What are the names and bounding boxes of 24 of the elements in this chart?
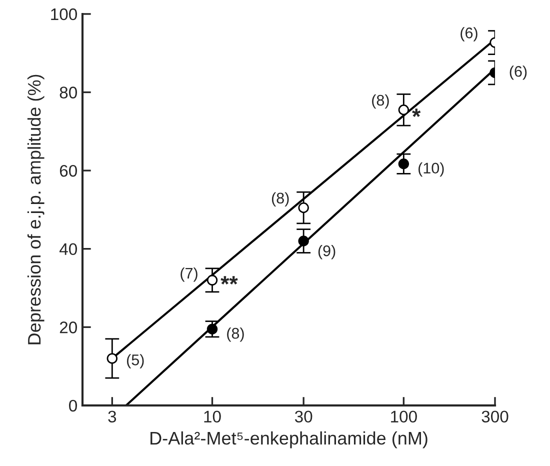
annotation: (7) [180,267,198,282]
annotation: (8) [227,328,244,342]
y-tick-label: 100 [51,8,77,20]
y-tick-label: 60 [60,164,77,177]
annotation: (5) [126,354,144,368]
annotation: (6) [510,66,527,80]
x-tick-label: 10 [204,410,221,423]
annotation: (8) [272,192,289,207]
y-tick-label: 40 [59,243,77,256]
x-axis-title: D-Ala²-Met⁵-enkephalinamide (nM) [150,431,428,448]
annotation: (9) [318,245,336,260]
y-tick-label: 0 [69,400,77,412]
annotation: (6) [460,27,478,42]
annotation: * [412,108,421,117]
x-tick-label: 3 [108,410,116,423]
x-tick-label: 100 [391,410,417,423]
x-tick-label: 30 [294,410,312,423]
annotation: ** [220,276,238,284]
y-tick-label: 80 [60,86,77,98]
y-axis-title: Depression of e.j.p. amplitude (%) [27,74,44,344]
annotation: (8) [372,94,389,109]
annotation: (10) [418,162,444,177]
x-tick-label: 300 [482,410,508,423]
y-tick-label: 20 [60,322,77,334]
